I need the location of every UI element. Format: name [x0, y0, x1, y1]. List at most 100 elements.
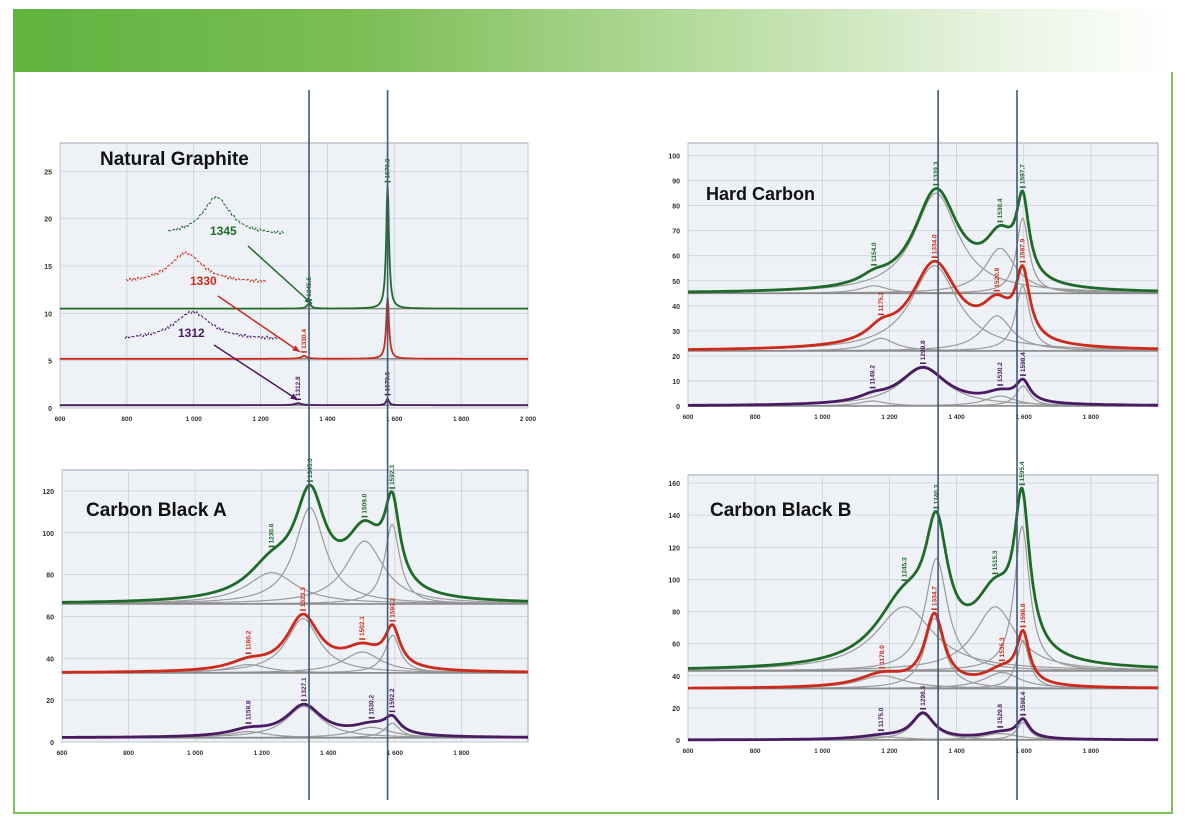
x-tick-label: 1 800	[453, 416, 470, 423]
plot-area	[59, 142, 529, 409]
panel-title: Carbon Black B	[710, 500, 851, 521]
peak-label: 1535.3	[999, 637, 1006, 657]
peak-label: 1339.3	[933, 161, 940, 181]
x-tick-label: 1 400	[320, 750, 337, 757]
x-tick-label: 1 000	[814, 414, 831, 421]
inset-arrow-head	[290, 393, 298, 400]
y-tick-label: 5	[48, 359, 52, 366]
inset-purple: 1312	[124, 309, 299, 401]
x-tick-label: 800	[123, 750, 134, 757]
y-tick-label: 100	[668, 154, 680, 161]
peak-label: 1592.3	[389, 465, 396, 485]
x-tick-label: 1 200	[881, 414, 898, 421]
peak-label: 1530.2	[369, 695, 376, 715]
y-tick-label: 50	[672, 279, 680, 286]
peak-label: 1334.0	[931, 234, 938, 254]
x-tick-label: 1 400	[948, 414, 965, 421]
figure-frame	[13, 72, 1173, 814]
x-tick-label: 1 800	[1083, 414, 1100, 421]
peak-label: 1529.8	[997, 704, 1004, 724]
chart-panel-2: 0 20 40 60 80 100 120 600 800 1 000 1 200 1 400 1 60…	[42, 458, 529, 757]
y-tick-label: 40	[672, 674, 680, 681]
y-tick-label: 80	[46, 573, 54, 580]
peak-label: 1592.2	[389, 688, 396, 708]
inset-trace	[125, 250, 267, 284]
series-red: 1175.2 1334.0 1520.8 1597.9	[687, 234, 1159, 352]
peak-label: 1230.6	[269, 523, 276, 543]
spectrum-line	[687, 187, 1159, 294]
x-tick-label: 1 000	[814, 748, 831, 755]
y-tick-label: 25	[44, 169, 52, 176]
peak-label: 1334.7	[931, 586, 938, 606]
spectrum-line	[687, 711, 1159, 742]
y-tick-label: 60	[672, 254, 680, 261]
y-tick-label: 20	[672, 706, 680, 713]
inset-trace	[167, 195, 285, 235]
inset-arrow-head	[292, 345, 300, 352]
spectrum-line	[59, 184, 529, 310]
plot-area	[61, 469, 529, 743]
panel-title: Hard Carbon	[706, 184, 815, 204]
x-tick-label: 1 200	[254, 750, 271, 757]
series-purple: 1149.2 1299.8 1530.2 1598.4	[687, 340, 1159, 407]
peak-label: 1340.3	[933, 484, 940, 504]
spectrum-line	[59, 397, 529, 407]
peak-label: 1327.1	[301, 677, 308, 697]
x-tick-label: 1 600	[386, 416, 403, 423]
spectrum-line	[61, 702, 529, 739]
peak-label: 1154.0	[871, 242, 878, 262]
inset-arrow-head	[304, 296, 312, 304]
peak-label: 1597.9	[1020, 238, 1027, 258]
peak-label: 1312.8	[295, 376, 302, 396]
y-tick-label: 120	[668, 545, 680, 552]
plot-area	[687, 474, 1159, 741]
spectrum-line	[61, 612, 529, 674]
inset-trace	[124, 309, 280, 341]
x-tick-label: 600	[683, 748, 694, 755]
peak-label: 1530.2	[997, 362, 1004, 382]
y-tick-label: 10	[44, 311, 52, 318]
y-tick-label: 140	[668, 513, 680, 520]
x-tick-label: 2 000	[520, 416, 537, 423]
y-tick-label: 15	[44, 264, 52, 271]
spectrum-line	[687, 611, 1159, 690]
peak-label: 1330.4	[301, 329, 308, 349]
peak-label: 1520.8	[994, 267, 1001, 287]
panel-title: Carbon Black A	[86, 500, 227, 521]
y-tick-label: 90	[672, 179, 680, 186]
inset-value-label: 1345	[210, 224, 237, 238]
y-tick-label: 120	[42, 489, 54, 496]
peak-label: 1160.2	[245, 630, 252, 650]
peak-label: 1595.4	[1019, 461, 1026, 481]
y-tick-label: 100	[42, 531, 54, 538]
y-tick-label: 40	[46, 656, 54, 663]
chart-panel-1: 0 10 20 30 40 50 60 70 80 90 100 600 800 1 000 1 200 1 …	[668, 142, 1159, 421]
peak-label: 1299.8	[920, 340, 927, 360]
series-purple: 1159.8 1327.1 1530.2 1592.2	[61, 677, 529, 739]
peak-label: 1245.3	[902, 557, 909, 577]
x-tick-label: 1 000	[186, 416, 203, 423]
peak-label: 1298.3	[920, 685, 927, 705]
x-tick-label: 600	[55, 416, 66, 423]
y-tick-label: 30	[672, 329, 680, 336]
x-tick-label: 800	[750, 748, 761, 755]
spectrum-line	[61, 483, 529, 604]
peak-label: 1509.0	[362, 493, 369, 513]
y-tick-label: 80	[672, 204, 680, 211]
x-tick-label: 1 800	[453, 750, 470, 757]
y-tick-label: 70	[672, 229, 680, 236]
y-tick-label: 60	[46, 614, 54, 621]
series-purple: 1175.0 1298.3 1529.8 1598.4	[687, 685, 1159, 742]
x-tick-label: 800	[121, 416, 132, 423]
x-tick-label: 600	[683, 414, 694, 421]
x-tick-label: 600	[57, 750, 68, 757]
x-tick-label: 1 400	[319, 416, 336, 423]
x-tick-label: 1 000	[187, 750, 204, 757]
inset-green: 1345	[167, 195, 313, 305]
panel-title: Natural Graphite	[100, 149, 249, 170]
spectrum-line	[687, 365, 1159, 407]
peak-label: 1598.4	[1020, 691, 1027, 711]
y-tick-label: 60	[672, 642, 680, 649]
y-tick-label: 0	[50, 740, 54, 747]
peak-label: 1530.4	[997, 198, 1004, 218]
